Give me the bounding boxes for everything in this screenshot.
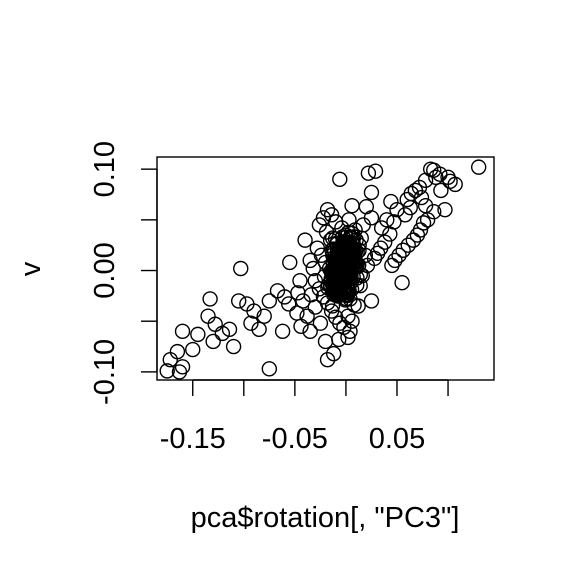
data-point bbox=[230, 293, 247, 309]
data-point bbox=[363, 293, 380, 309]
data-point bbox=[383, 193, 399, 210]
data-point bbox=[440, 169, 456, 185]
data-point bbox=[470, 159, 487, 175]
data-point bbox=[344, 313, 360, 329]
data-point bbox=[426, 204, 442, 220]
data-point bbox=[269, 283, 286, 299]
data-point bbox=[233, 260, 249, 277]
x-tick-label: -0.15 bbox=[160, 423, 226, 455]
data-point bbox=[405, 232, 422, 248]
data-point bbox=[225, 338, 242, 355]
x-axis: -0.15 -0.05 0.05 bbox=[160, 379, 449, 455]
data-point bbox=[341, 273, 358, 290]
data-point bbox=[205, 333, 221, 350]
data-point bbox=[336, 319, 352, 335]
data-point bbox=[207, 316, 223, 332]
data-point bbox=[305, 260, 321, 277]
y-tick-label: -0.10 bbox=[89, 339, 121, 405]
data-point bbox=[419, 212, 436, 228]
data-point bbox=[358, 198, 375, 215]
data-point bbox=[415, 215, 432, 231]
x-tick-label: -0.05 bbox=[262, 423, 328, 455]
data-point bbox=[363, 184, 380, 201]
data-point bbox=[394, 274, 410, 291]
data-point bbox=[274, 323, 291, 340]
data-point bbox=[317, 333, 334, 350]
data-point bbox=[289, 305, 305, 321]
x-axis-label: pca$rotation[, "PC3"] bbox=[191, 502, 460, 534]
data-point bbox=[340, 308, 356, 324]
y-tick-label: 0.10 bbox=[89, 141, 121, 197]
data-point bbox=[190, 326, 206, 343]
data-point bbox=[327, 282, 344, 299]
data-point bbox=[256, 308, 272, 324]
data-point bbox=[367, 163, 384, 179]
data-point bbox=[395, 242, 411, 258]
data-point bbox=[200, 308, 216, 324]
data-point bbox=[345, 246, 361, 262]
data-point bbox=[292, 272, 308, 289]
data-point bbox=[349, 277, 365, 293]
data-point bbox=[360, 165, 377, 181]
data-point bbox=[174, 323, 191, 340]
y-tick-label: 0.00 bbox=[89, 242, 121, 298]
data-point bbox=[312, 315, 329, 331]
data-point bbox=[437, 202, 453, 218]
data-point bbox=[389, 202, 405, 218]
data-point bbox=[379, 212, 395, 228]
y-axis: -0.10 0.00 0.10 bbox=[89, 141, 158, 405]
data-point bbox=[319, 202, 336, 218]
data-point bbox=[329, 235, 346, 252]
data-point bbox=[261, 293, 278, 309]
data-point bbox=[174, 359, 191, 375]
data-point bbox=[243, 315, 259, 331]
data-point bbox=[261, 361, 278, 377]
data-point bbox=[302, 323, 318, 340]
data-point bbox=[400, 237, 416, 253]
data-points bbox=[159, 159, 487, 380]
data-point bbox=[171, 364, 188, 380]
x-tick-label: 0.05 bbox=[369, 423, 425, 455]
data-point bbox=[185, 341, 201, 358]
data-point bbox=[373, 220, 390, 236]
data-point bbox=[299, 308, 315, 324]
data-point bbox=[391, 247, 407, 264]
data-point bbox=[409, 227, 426, 243]
data-point bbox=[428, 169, 444, 185]
data-point bbox=[413, 189, 430, 206]
data-point bbox=[330, 264, 346, 280]
data-point bbox=[384, 257, 400, 274]
data-point bbox=[340, 329, 356, 346]
data-point bbox=[344, 197, 360, 214]
data-point bbox=[433, 182, 449, 199]
data-point bbox=[159, 363, 175, 379]
data-point bbox=[282, 254, 298, 271]
data-point bbox=[162, 352, 178, 368]
y-axis-label: v bbox=[15, 261, 47, 276]
data-point bbox=[169, 343, 186, 360]
data-point bbox=[295, 293, 311, 309]
data-point bbox=[251, 321, 267, 338]
data-point bbox=[332, 171, 348, 188]
data-point bbox=[319, 352, 336, 368]
data-point bbox=[411, 179, 428, 196]
data-point bbox=[339, 285, 356, 301]
data-point bbox=[325, 345, 342, 362]
data-point bbox=[202, 291, 218, 307]
data-point bbox=[386, 214, 402, 230]
data-point bbox=[297, 232, 313, 248]
data-point bbox=[290, 285, 306, 301]
data-point bbox=[246, 303, 262, 319]
data-point bbox=[334, 244, 350, 260]
data-point bbox=[221, 321, 238, 338]
data-point bbox=[341, 212, 357, 228]
